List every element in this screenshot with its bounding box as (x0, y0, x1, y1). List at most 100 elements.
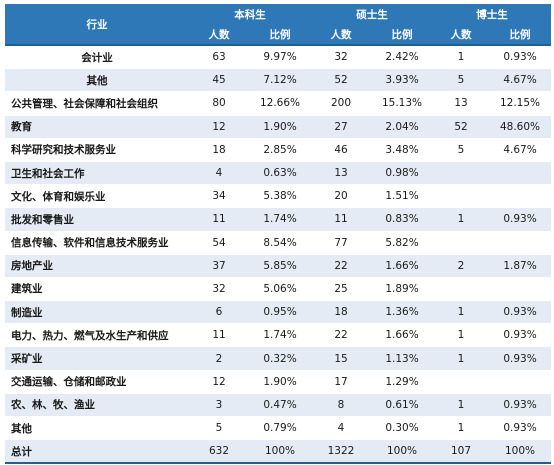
table-body: 会计业 63 9.97% 32 2.42% 1 0.93% 其他 45 7.12% 52 3.93% 5… (5, 44, 551, 465)
count-cell: 1322 (311, 439, 371, 465)
industry-cell: 建筑业 (5, 277, 189, 302)
ratio-cell (489, 184, 551, 209)
ratio-cell: 2.04% (371, 115, 433, 139)
ratio-cell: 15.13% (371, 91, 433, 116)
ratio-cell: 5.85% (249, 254, 311, 278)
table-row: 其他 5 0.79% 4 0.30% 1 0.93% (5, 416, 551, 441)
count-cell: 80 (189, 91, 249, 116)
ratio-cell: 100% (371, 439, 433, 465)
industry-cell: 教育 (5, 115, 189, 139)
header-group-phd: 博士生 (433, 4, 551, 24)
table-row: 卫生和社会工作 4 0.63% 13 0.98% (5, 161, 551, 186)
count-cell (433, 161, 489, 186)
count-cell: 1 (433, 346, 489, 371)
count-cell: 34 (189, 184, 249, 209)
ratio-cell: 0.93% (489, 323, 551, 348)
industry-cell: 科学研究和技术服务业 (5, 138, 189, 162)
count-cell: 27 (311, 115, 371, 139)
ratio-cell: 2.42% (371, 44, 433, 70)
table-row: 农、林、牧、渔业 3 0.47% 8 0.61% 1 0.93% (5, 393, 551, 418)
industry-cell: 其他 (5, 416, 189, 441)
industry-cell: 总计 (5, 439, 189, 465)
ratio-cell: 9.97% (249, 44, 311, 70)
header-sub-count: 人数 (189, 24, 249, 45)
count-cell: 11 (189, 207, 249, 232)
count-cell: 5 (433, 138, 489, 162)
table-row: 房地产业 37 5.85% 22 1.66% 2 1.87% (5, 254, 551, 278)
count-cell: 32 (189, 277, 249, 302)
count-cell: 45 (189, 68, 249, 93)
industry-cell: 房地产业 (5, 254, 189, 278)
ratio-cell: 1.36% (371, 300, 433, 325)
table-row: 会计业 63 9.97% 32 2.42% 1 0.93% (5, 44, 551, 70)
ratio-cell: 0.61% (371, 393, 433, 418)
count-cell: 25 (311, 277, 371, 302)
ratio-cell: 4.67% (489, 68, 551, 93)
ratio-cell: 1.74% (249, 323, 311, 348)
count-cell (433, 277, 489, 302)
count-cell (433, 370, 489, 394)
count-cell: 11 (311, 207, 371, 232)
count-cell: 32 (311, 44, 371, 70)
count-cell: 77 (311, 231, 371, 255)
count-cell: 1 (433, 207, 489, 232)
ratio-cell: 1.29% (371, 370, 433, 394)
ratio-cell (489, 161, 551, 186)
industry-cell: 其他 (5, 68, 189, 93)
count-cell: 1 (433, 393, 489, 418)
ratio-cell: 12.66% (249, 91, 311, 116)
ratio-cell: 8.54% (249, 231, 311, 255)
header-sub-ratio: 比例 (249, 24, 311, 45)
ratio-cell: 1.74% (249, 207, 311, 232)
header-row-sub: 人数 比例 人数 比例 人数 比例 (5, 24, 551, 45)
ratio-cell: 0.98% (371, 161, 433, 186)
table-row: 文化、体育和娱乐业 34 5.38% 20 1.51% (5, 184, 551, 209)
count-cell: 2 (189, 346, 249, 371)
ratio-cell: 100% (249, 439, 311, 465)
count-cell: 63 (189, 44, 249, 70)
count-cell: 4 (189, 161, 249, 186)
ratio-cell: 48.60% (489, 115, 551, 139)
ratio-cell: 1.90% (249, 115, 311, 139)
ratio-cell: 1.66% (371, 254, 433, 278)
count-cell: 12 (189, 370, 249, 394)
ratio-cell: 0.93% (489, 300, 551, 325)
ratio-cell: 0.83% (371, 207, 433, 232)
header-sub-count: 人数 (433, 24, 489, 45)
count-cell: 6 (189, 300, 249, 325)
count-cell: 18 (189, 138, 249, 162)
count-cell (433, 184, 489, 209)
ratio-cell: 1.87% (489, 254, 551, 278)
industry-cell: 公共管理、社会保障和社会组织 (5, 91, 189, 116)
count-cell: 4 (311, 416, 371, 441)
count-cell (433, 231, 489, 255)
employment-by-industry-table: 行业 本科生 硕士生 博士生 人数 比例 人数 比例 人数 比例 会计业 63 9.… (5, 4, 551, 465)
table-row: 公共管理、社会保障和社会组织 80 12.66% 200 15.13% 13 12.15% (5, 91, 551, 116)
ratio-cell: 0.30% (371, 416, 433, 441)
ratio-cell: 5.82% (371, 231, 433, 255)
ratio-cell: 7.12% (249, 68, 311, 93)
ratio-cell: 4.67% (489, 138, 551, 162)
header-row-groups: 行业 本科生 硕士生 博士生 (5, 4, 551, 45)
header-sub-ratio: 比例 (489, 24, 551, 45)
ratio-cell: 0.63% (249, 161, 311, 186)
ratio-cell: 1.51% (371, 184, 433, 209)
ratio-cell: 1.66% (371, 323, 433, 348)
count-cell: 12 (189, 115, 249, 139)
industry-cell: 电力、热力、燃气及水生产和供应 (5, 323, 189, 348)
table-row: 建筑业 32 5.06% 25 1.89% (5, 277, 551, 302)
industry-cell: 批发和零售业 (5, 207, 189, 232)
count-cell: 2 (433, 254, 489, 278)
count-cell: 5 (189, 416, 249, 441)
ratio-cell: 0.79% (249, 416, 311, 441)
count-cell: 5 (433, 68, 489, 93)
ratio-cell: 12.15% (489, 91, 551, 116)
count-cell: 632 (189, 439, 249, 465)
count-cell: 1 (433, 323, 489, 348)
ratio-cell: 0.93% (489, 207, 551, 232)
industry-cell: 卫生和社会工作 (5, 161, 189, 186)
ratio-cell: 0.93% (489, 393, 551, 418)
table-row: 教育 12 1.90% 27 2.04% 52 48.60% (5, 115, 551, 139)
industry-cell: 信息传输、软件和信息技术服务业 (5, 231, 189, 255)
